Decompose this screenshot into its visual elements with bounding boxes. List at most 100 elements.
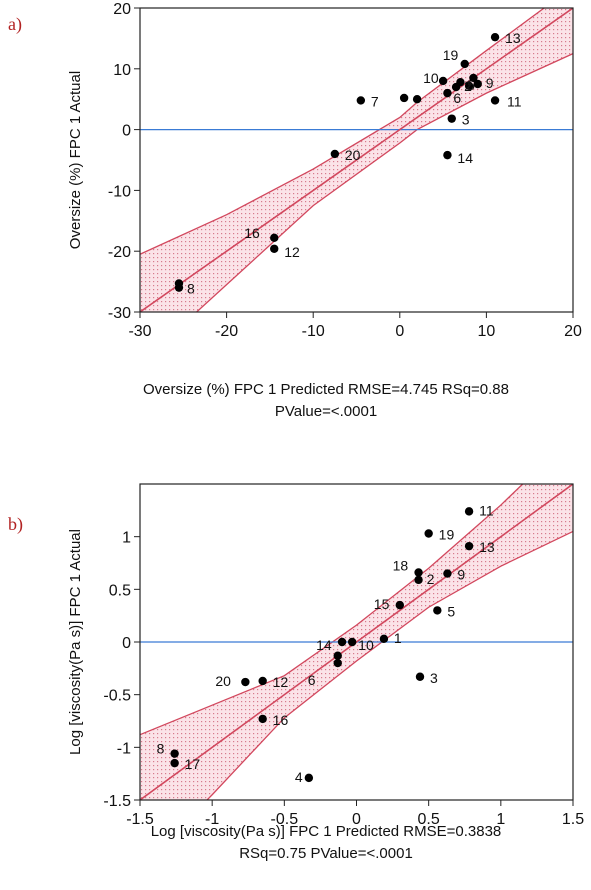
- point-label: 11: [479, 502, 494, 518]
- data-point: [433, 606, 442, 615]
- data-point: [356, 96, 366, 105]
- point-label: 15: [374, 596, 390, 612]
- x-axis-label: Log [viscosity(Pa s)] FPC 1 Predicted RM…: [151, 823, 502, 840]
- data-point: [443, 569, 452, 578]
- fit-line: [140, 484, 573, 800]
- data-point: [464, 507, 474, 516]
- point-label: 12: [273, 674, 289, 690]
- data-point: [258, 714, 267, 724]
- fit-line: [140, 8, 573, 312]
- point-label: 19: [439, 527, 455, 543]
- point-label: 8: [157, 741, 165, 757]
- plot-area: [140, 8, 573, 312]
- point-label: 14: [457, 150, 473, 166]
- data-point: [424, 529, 433, 538]
- point-label: 4: [295, 769, 303, 785]
- y-tick-label: 0: [122, 635, 131, 652]
- x-tick-label: 20: [564, 323, 582, 340]
- point-label: 9: [486, 75, 494, 91]
- y-tick-label: 0: [122, 123, 131, 140]
- x-tick-label: 1.5: [562, 811, 584, 828]
- point-label: 20: [345, 147, 361, 163]
- band-upper-edge: [140, 484, 524, 736]
- data-point: [415, 672, 425, 681]
- y-tick-label: -20: [108, 244, 131, 261]
- plot-frame: [139, 7, 574, 313]
- x-axis-label-line2: RSq=0.75 PValue=<.0001: [239, 845, 413, 862]
- panel-label: a): [8, 14, 22, 35]
- data-point: [412, 95, 422, 104]
- point-label: 1: [394, 630, 402, 646]
- data-point: [347, 637, 357, 647]
- data-point: [270, 244, 279, 253]
- x-tick-label: 1: [496, 811, 505, 828]
- point-label: 16: [244, 225, 260, 241]
- x-tick-label: -1.5: [126, 811, 154, 828]
- point-label: 13: [479, 539, 495, 555]
- data-point: [414, 568, 423, 577]
- data-point: [395, 600, 404, 610]
- band-lower-edge: [206, 530, 573, 800]
- data-point: [460, 59, 469, 69]
- x-tick-label: -20: [215, 323, 238, 340]
- plot-area: [140, 484, 573, 800]
- data-point: [270, 233, 279, 243]
- point-label: 14: [316, 637, 332, 653]
- data-point: [490, 96, 500, 105]
- x-tick-label: 10: [478, 323, 496, 340]
- data-point: [170, 758, 179, 768]
- x-tick-label: -1: [205, 811, 219, 828]
- data-point: [443, 150, 452, 160]
- point-label: 10: [358, 637, 374, 653]
- data-point: [241, 677, 250, 687]
- point-label: 7: [371, 93, 379, 109]
- point-label: 6: [453, 90, 461, 106]
- data-point: [330, 149, 340, 159]
- data-point: [473, 79, 482, 89]
- data-point: [337, 637, 347, 647]
- point-label: 19: [443, 47, 459, 63]
- data-point: [469, 73, 478, 83]
- data-point: [170, 749, 179, 758]
- point-label: 5: [447, 603, 455, 619]
- data-point: [451, 82, 461, 92]
- y-tick-label: -1: [117, 740, 131, 757]
- x-tick-label: 0.5: [418, 811, 440, 828]
- data-point: [333, 651, 342, 660]
- point-label: 6: [308, 672, 316, 688]
- y-tick-label: 20: [113, 1, 131, 18]
- data-point: [399, 93, 409, 103]
- x-axis-label-line2: PValue=<.0001: [275, 403, 377, 420]
- data-point: [414, 575, 423, 585]
- band-lower-edge: [195, 53, 573, 312]
- point-label: 3: [462, 112, 470, 128]
- panel-label: b): [8, 514, 23, 535]
- point-label: 9: [457, 567, 465, 583]
- point-label: 3: [430, 670, 438, 686]
- x-tick-label: 0: [352, 811, 361, 828]
- data-point: [464, 541, 474, 551]
- x-tick-label: -0.5: [271, 811, 299, 828]
- point-label: 12: [284, 244, 300, 260]
- y-tick-label: -0.5: [103, 688, 131, 705]
- point-label: 10: [423, 70, 439, 86]
- y-tick-label: 0.5: [109, 582, 131, 599]
- data-point: [438, 76, 448, 86]
- data-point: [333, 658, 342, 668]
- data-point: [443, 88, 452, 98]
- data-point: [304, 773, 314, 783]
- x-tick-label: -30: [128, 323, 151, 340]
- point-label: 2: [464, 78, 472, 94]
- point-label: 20: [215, 673, 231, 689]
- data-point: [490, 32, 500, 42]
- y-tick-label: -30: [108, 305, 131, 322]
- point-label: 5: [467, 77, 475, 93]
- y-tick-label: 1: [122, 530, 131, 547]
- data-point: [447, 114, 456, 123]
- point-label: 17: [185, 756, 201, 772]
- data-point: [258, 676, 267, 686]
- y-tick-label: 10: [113, 62, 131, 79]
